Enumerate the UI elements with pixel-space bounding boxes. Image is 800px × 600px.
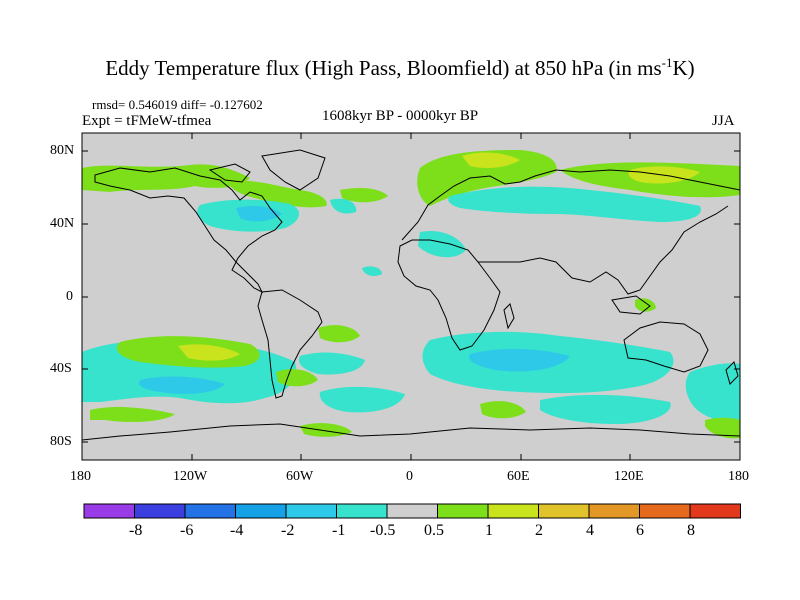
field-patch	[418, 230, 466, 258]
indonesia-coast	[611, 295, 651, 315]
field-patch	[462, 152, 520, 168]
colorbar-swatch	[285, 503, 337, 519]
lat-label: 40N	[50, 216, 75, 231]
field-patch	[540, 394, 671, 424]
season-label: JJA	[712, 113, 735, 129]
lon-label: 60W	[286, 469, 314, 484]
plot-title: Eddy Temperature flux (High Pass, Bloomf…	[105, 55, 695, 80]
colorbar-swatch	[134, 503, 186, 519]
field-patch	[340, 188, 388, 203]
lat-label: 80N	[50, 143, 75, 158]
colorbar-swatch	[184, 503, 236, 519]
field-patch	[300, 423, 352, 437]
colorbar-label: -2	[281, 522, 295, 539]
stats-line: rmsd= 0.546019 diff= -0.127602	[92, 97, 263, 112]
colorbar-label: -6	[180, 522, 194, 539]
lon-label: 60E	[507, 469, 530, 484]
lat-label: 80S	[50, 434, 72, 449]
flux-field	[82, 150, 740, 439]
colorbar-label: 1	[485, 522, 493, 539]
colorbar-swatch	[588, 503, 640, 519]
colorbar-label: 8	[687, 522, 695, 539]
field-patch	[417, 150, 557, 206]
eurasia-north-coast	[401, 169, 740, 241]
lon-label: 120W	[173, 469, 208, 484]
axis-ticks	[81, 133, 741, 460]
colorbar-label: -4	[230, 522, 244, 539]
field-patch	[178, 344, 240, 361]
colorbar-label: 4	[586, 522, 594, 539]
field-patch	[362, 266, 382, 276]
field-patch	[139, 376, 225, 394]
experiment-label: Expt = tFMeW-tfmea	[82, 113, 212, 129]
lon-label: 180	[70, 469, 91, 484]
field-patch	[448, 186, 701, 222]
lat-label: 0	[66, 289, 73, 304]
field-patch	[236, 206, 282, 222]
colorbar-swatch	[689, 503, 741, 519]
field-patch	[90, 407, 175, 422]
colorbar-label: 0.5	[424, 522, 444, 539]
lon-label: 180	[728, 469, 749, 484]
field-patch	[298, 352, 365, 375]
colorbar-label: 6	[636, 522, 644, 539]
colorbar-label: -0.5	[370, 522, 396, 539]
lon-label: 120E	[614, 469, 644, 484]
field-patch	[82, 164, 250, 192]
colorbar-swatch	[639, 503, 691, 519]
antarctica-coast	[82, 423, 740, 441]
period-label: 1608kyr BP - 0000kyr BP	[321, 108, 479, 124]
greenland-coast	[261, 149, 326, 191]
field-patch	[635, 298, 656, 312]
colorbar-label: -1	[332, 522, 346, 539]
colorbar-label: -8	[129, 522, 143, 539]
australia-coast	[623, 321, 709, 373]
field-patch	[319, 386, 405, 413]
field-patch	[685, 363, 740, 422]
lon-label: 0	[406, 469, 413, 484]
colorbar-swatch	[437, 503, 489, 519]
colorbar-swatch	[336, 503, 388, 519]
field-patch	[480, 401, 526, 419]
madagascar-coast	[503, 303, 515, 330]
colorbar-swatch	[487, 503, 539, 519]
field-patch	[330, 198, 357, 214]
field-patch	[228, 180, 327, 208]
asia-south-coast	[478, 205, 729, 295]
arctic-islands-coast	[208, 163, 251, 183]
africa-coast	[397, 239, 501, 351]
colorbar-swatch	[538, 503, 590, 519]
south-america-coast	[257, 289, 323, 399]
colorbar-label: 2	[535, 522, 543, 539]
field-patch	[469, 348, 570, 372]
new-zealand-coast	[725, 361, 739, 385]
field-patch	[318, 325, 360, 343]
colorbar-swatch	[235, 503, 287, 519]
coastlines	[82, 149, 740, 441]
colorbar-swatch	[83, 503, 135, 519]
lat-label: 40S	[50, 361, 72, 376]
north-america-coast	[94, 167, 283, 294]
field-patch	[705, 417, 740, 439]
colorbar	[83, 503, 741, 519]
colorbar-swatch	[386, 503, 438, 519]
